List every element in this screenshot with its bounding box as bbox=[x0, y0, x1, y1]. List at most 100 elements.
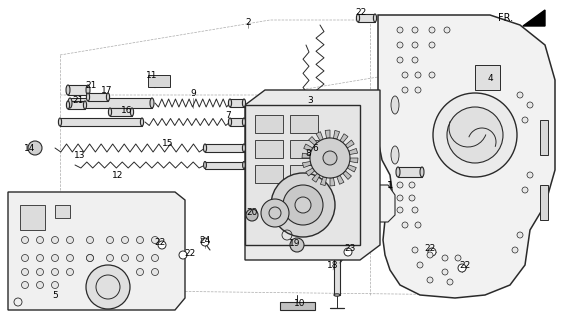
Ellipse shape bbox=[328, 128, 332, 136]
Ellipse shape bbox=[334, 294, 340, 296]
Circle shape bbox=[522, 117, 528, 123]
Ellipse shape bbox=[396, 167, 400, 177]
Circle shape bbox=[51, 236, 58, 244]
Polygon shape bbox=[205, 162, 244, 169]
Text: 22: 22 bbox=[184, 249, 196, 258]
Text: 16: 16 bbox=[121, 106, 132, 115]
Polygon shape bbox=[340, 134, 348, 143]
Ellipse shape bbox=[66, 85, 70, 95]
Circle shape bbox=[344, 248, 352, 256]
Circle shape bbox=[151, 254, 159, 261]
Polygon shape bbox=[540, 185, 548, 220]
Circle shape bbox=[37, 236, 43, 244]
Circle shape bbox=[51, 282, 58, 289]
Circle shape bbox=[22, 282, 29, 289]
Circle shape bbox=[428, 248, 436, 256]
Polygon shape bbox=[378, 185, 395, 222]
Text: 5: 5 bbox=[52, 291, 58, 300]
Polygon shape bbox=[475, 65, 500, 90]
Text: 21: 21 bbox=[85, 81, 96, 90]
Ellipse shape bbox=[243, 162, 246, 169]
Circle shape bbox=[86, 254, 94, 261]
Circle shape bbox=[397, 182, 403, 188]
Circle shape bbox=[271, 173, 335, 237]
Text: 8: 8 bbox=[305, 148, 311, 157]
Text: 21: 21 bbox=[73, 95, 84, 105]
Polygon shape bbox=[205, 144, 244, 152]
Circle shape bbox=[427, 252, 433, 258]
Circle shape bbox=[37, 254, 43, 261]
Circle shape bbox=[122, 236, 128, 244]
Circle shape bbox=[22, 236, 29, 244]
Text: 3: 3 bbox=[307, 95, 313, 105]
Circle shape bbox=[51, 254, 58, 261]
Circle shape bbox=[427, 277, 433, 283]
Circle shape bbox=[86, 236, 94, 244]
Ellipse shape bbox=[373, 14, 377, 22]
Circle shape bbox=[415, 87, 421, 93]
Circle shape bbox=[527, 172, 533, 178]
Polygon shape bbox=[110, 108, 132, 116]
Text: 6: 6 bbox=[312, 143, 318, 153]
Polygon shape bbox=[302, 153, 310, 158]
Circle shape bbox=[122, 254, 128, 261]
Circle shape bbox=[455, 255, 461, 261]
Circle shape bbox=[458, 264, 466, 272]
Ellipse shape bbox=[140, 118, 143, 126]
Circle shape bbox=[442, 269, 448, 275]
Polygon shape bbox=[255, 140, 283, 158]
Polygon shape bbox=[255, 115, 283, 133]
Polygon shape bbox=[300, 129, 314, 135]
Circle shape bbox=[107, 254, 114, 261]
Text: 2: 2 bbox=[245, 18, 251, 27]
Polygon shape bbox=[88, 93, 108, 101]
Circle shape bbox=[397, 57, 403, 63]
Ellipse shape bbox=[66, 101, 70, 109]
Text: 22: 22 bbox=[355, 7, 367, 17]
Polygon shape bbox=[68, 101, 85, 109]
Circle shape bbox=[290, 238, 304, 252]
Circle shape bbox=[37, 282, 43, 289]
Circle shape bbox=[136, 254, 143, 261]
Polygon shape bbox=[305, 168, 315, 176]
Text: 23: 23 bbox=[344, 244, 356, 252]
Polygon shape bbox=[304, 144, 313, 151]
Circle shape bbox=[66, 268, 74, 276]
Polygon shape bbox=[68, 85, 88, 95]
Polygon shape bbox=[325, 130, 330, 138]
Circle shape bbox=[86, 265, 130, 309]
Circle shape bbox=[415, 222, 421, 228]
Ellipse shape bbox=[243, 118, 246, 126]
Polygon shape bbox=[280, 302, 315, 310]
Polygon shape bbox=[316, 132, 323, 141]
Text: FR.: FR. bbox=[498, 13, 513, 23]
Polygon shape bbox=[20, 205, 45, 230]
Polygon shape bbox=[345, 140, 354, 148]
Ellipse shape bbox=[243, 99, 246, 107]
Circle shape bbox=[246, 209, 258, 221]
Text: 1: 1 bbox=[387, 180, 393, 189]
Polygon shape bbox=[60, 118, 142, 126]
Ellipse shape bbox=[313, 129, 315, 135]
Circle shape bbox=[444, 27, 450, 33]
Circle shape bbox=[442, 255, 448, 261]
Circle shape bbox=[201, 238, 209, 246]
Circle shape bbox=[517, 232, 523, 238]
Circle shape bbox=[66, 236, 74, 244]
Circle shape bbox=[433, 93, 517, 177]
Circle shape bbox=[429, 72, 435, 78]
Circle shape bbox=[412, 207, 418, 213]
Circle shape bbox=[429, 27, 435, 33]
Circle shape bbox=[412, 27, 418, 33]
Text: 9: 9 bbox=[190, 89, 196, 98]
Ellipse shape bbox=[203, 144, 207, 152]
Circle shape bbox=[283, 185, 323, 225]
Circle shape bbox=[517, 92, 523, 98]
Circle shape bbox=[397, 27, 403, 33]
Text: 20: 20 bbox=[246, 207, 258, 217]
Polygon shape bbox=[337, 175, 344, 184]
Circle shape bbox=[527, 102, 533, 108]
Polygon shape bbox=[349, 148, 357, 155]
Circle shape bbox=[28, 141, 42, 155]
Circle shape bbox=[86, 254, 94, 261]
